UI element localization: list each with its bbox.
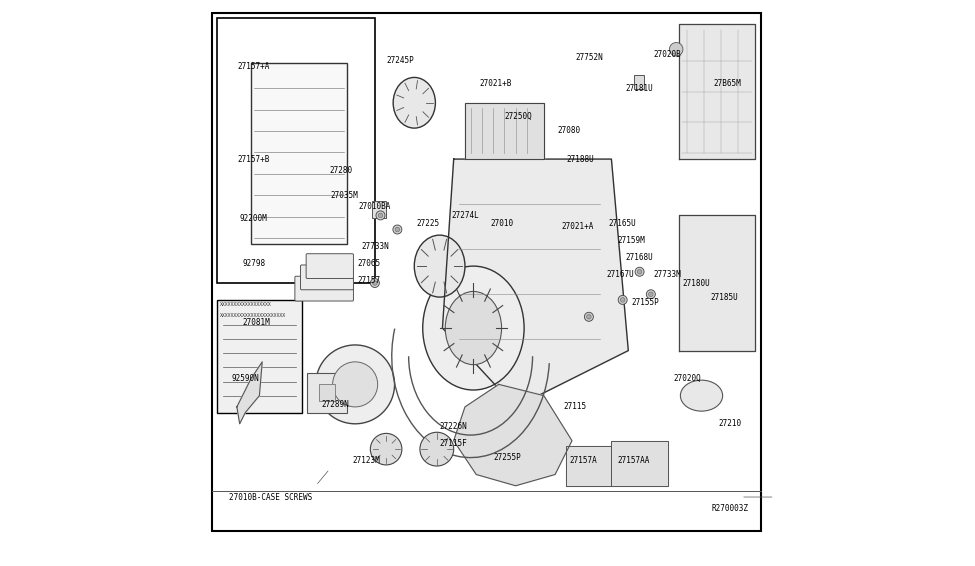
Circle shape: [620, 298, 625, 302]
Text: 27733N: 27733N: [361, 242, 389, 251]
Text: 27181U: 27181U: [626, 84, 653, 93]
FancyBboxPatch shape: [372, 201, 386, 218]
Text: 27289N: 27289N: [322, 400, 349, 409]
Text: 27245P: 27245P: [386, 56, 414, 65]
FancyBboxPatch shape: [306, 254, 354, 278]
Polygon shape: [453, 384, 572, 486]
Text: 27157A: 27157A: [569, 456, 597, 465]
Text: 27168U: 27168U: [626, 253, 653, 262]
Text: 27115F: 27115F: [440, 439, 468, 448]
Text: 27080: 27080: [558, 126, 581, 135]
FancyBboxPatch shape: [319, 384, 335, 401]
Circle shape: [393, 225, 402, 234]
Text: 27226N: 27226N: [440, 422, 468, 431]
Text: 27B65M: 27B65M: [713, 79, 741, 88]
Text: 27255P: 27255P: [493, 453, 521, 462]
Text: 92590N: 92590N: [231, 374, 259, 383]
Circle shape: [670, 42, 682, 56]
Text: 27185U: 27185U: [710, 293, 738, 302]
Text: 27010BA: 27010BA: [359, 203, 391, 212]
Text: 27180U: 27180U: [682, 278, 710, 288]
FancyBboxPatch shape: [300, 265, 354, 290]
Circle shape: [376, 211, 385, 220]
Text: 27020B: 27020B: [654, 50, 682, 59]
Circle shape: [372, 281, 377, 285]
Polygon shape: [237, 362, 262, 424]
Text: 27250Q: 27250Q: [505, 112, 532, 121]
Circle shape: [370, 434, 402, 465]
Ellipse shape: [446, 291, 501, 365]
Text: 27157+A: 27157+A: [238, 62, 270, 71]
Text: 27167U: 27167U: [606, 270, 634, 279]
Circle shape: [587, 315, 591, 319]
Text: 92798: 92798: [242, 259, 265, 268]
Polygon shape: [566, 447, 611, 486]
Polygon shape: [465, 103, 544, 159]
Text: 27225: 27225: [416, 220, 440, 228]
Circle shape: [420, 432, 453, 466]
Ellipse shape: [423, 266, 525, 390]
Text: 27155P: 27155P: [632, 298, 659, 307]
FancyBboxPatch shape: [217, 18, 374, 283]
Text: 27188U: 27188U: [566, 155, 595, 164]
Text: 27157+B: 27157+B: [238, 155, 270, 164]
Text: 27010B-CASE SCREWS: 27010B-CASE SCREWS: [229, 492, 312, 501]
Circle shape: [584, 312, 594, 321]
Text: 27733M: 27733M: [654, 270, 682, 279]
Text: 27752N: 27752N: [575, 53, 603, 62]
Circle shape: [378, 213, 383, 218]
Circle shape: [395, 227, 400, 231]
Text: 27010: 27010: [490, 220, 513, 228]
Text: 27035M: 27035M: [330, 191, 358, 200]
Circle shape: [332, 362, 377, 407]
Ellipse shape: [681, 380, 722, 411]
Text: 27280: 27280: [330, 166, 353, 175]
Circle shape: [370, 278, 379, 288]
Text: 27123M: 27123M: [353, 456, 380, 465]
Ellipse shape: [393, 78, 436, 128]
Text: 27210: 27210: [719, 419, 741, 428]
Text: 27020Q: 27020Q: [674, 374, 701, 383]
Circle shape: [618, 295, 627, 305]
Polygon shape: [679, 216, 755, 350]
FancyBboxPatch shape: [217, 300, 301, 413]
Polygon shape: [611, 441, 668, 486]
Text: 92200M: 92200M: [240, 214, 268, 223]
Text: 27081M: 27081M: [243, 318, 270, 327]
Circle shape: [648, 292, 653, 297]
Text: 27157: 27157: [358, 276, 381, 285]
Polygon shape: [443, 159, 628, 407]
Text: 27159M: 27159M: [617, 236, 645, 245]
Ellipse shape: [414, 235, 465, 297]
Text: 27065: 27065: [358, 259, 381, 268]
FancyBboxPatch shape: [307, 373, 347, 413]
Text: 27274L: 27274L: [451, 211, 479, 220]
Text: 27021+B: 27021+B: [480, 79, 512, 88]
Circle shape: [316, 345, 395, 424]
FancyBboxPatch shape: [212, 12, 760, 531]
FancyBboxPatch shape: [634, 75, 644, 89]
FancyBboxPatch shape: [294, 276, 354, 301]
Circle shape: [635, 267, 644, 276]
Circle shape: [646, 290, 655, 299]
Circle shape: [638, 269, 642, 274]
Text: XXXXXXXXXXXXXXXXXX: XXXXXXXXXXXXXXXXXX: [220, 302, 272, 307]
Polygon shape: [679, 24, 755, 159]
Text: XXXXXXXXXXXXXXXXXXXXXXX: XXXXXXXXXXXXXXXXXXXXXXX: [220, 313, 286, 318]
Text: 27115: 27115: [564, 402, 586, 411]
FancyBboxPatch shape: [251, 63, 347, 243]
Text: 27157AA: 27157AA: [618, 456, 650, 465]
Text: R270003Z: R270003Z: [711, 504, 748, 513]
Text: 27165U: 27165U: [608, 220, 637, 228]
Text: 27021+A: 27021+A: [562, 222, 594, 231]
